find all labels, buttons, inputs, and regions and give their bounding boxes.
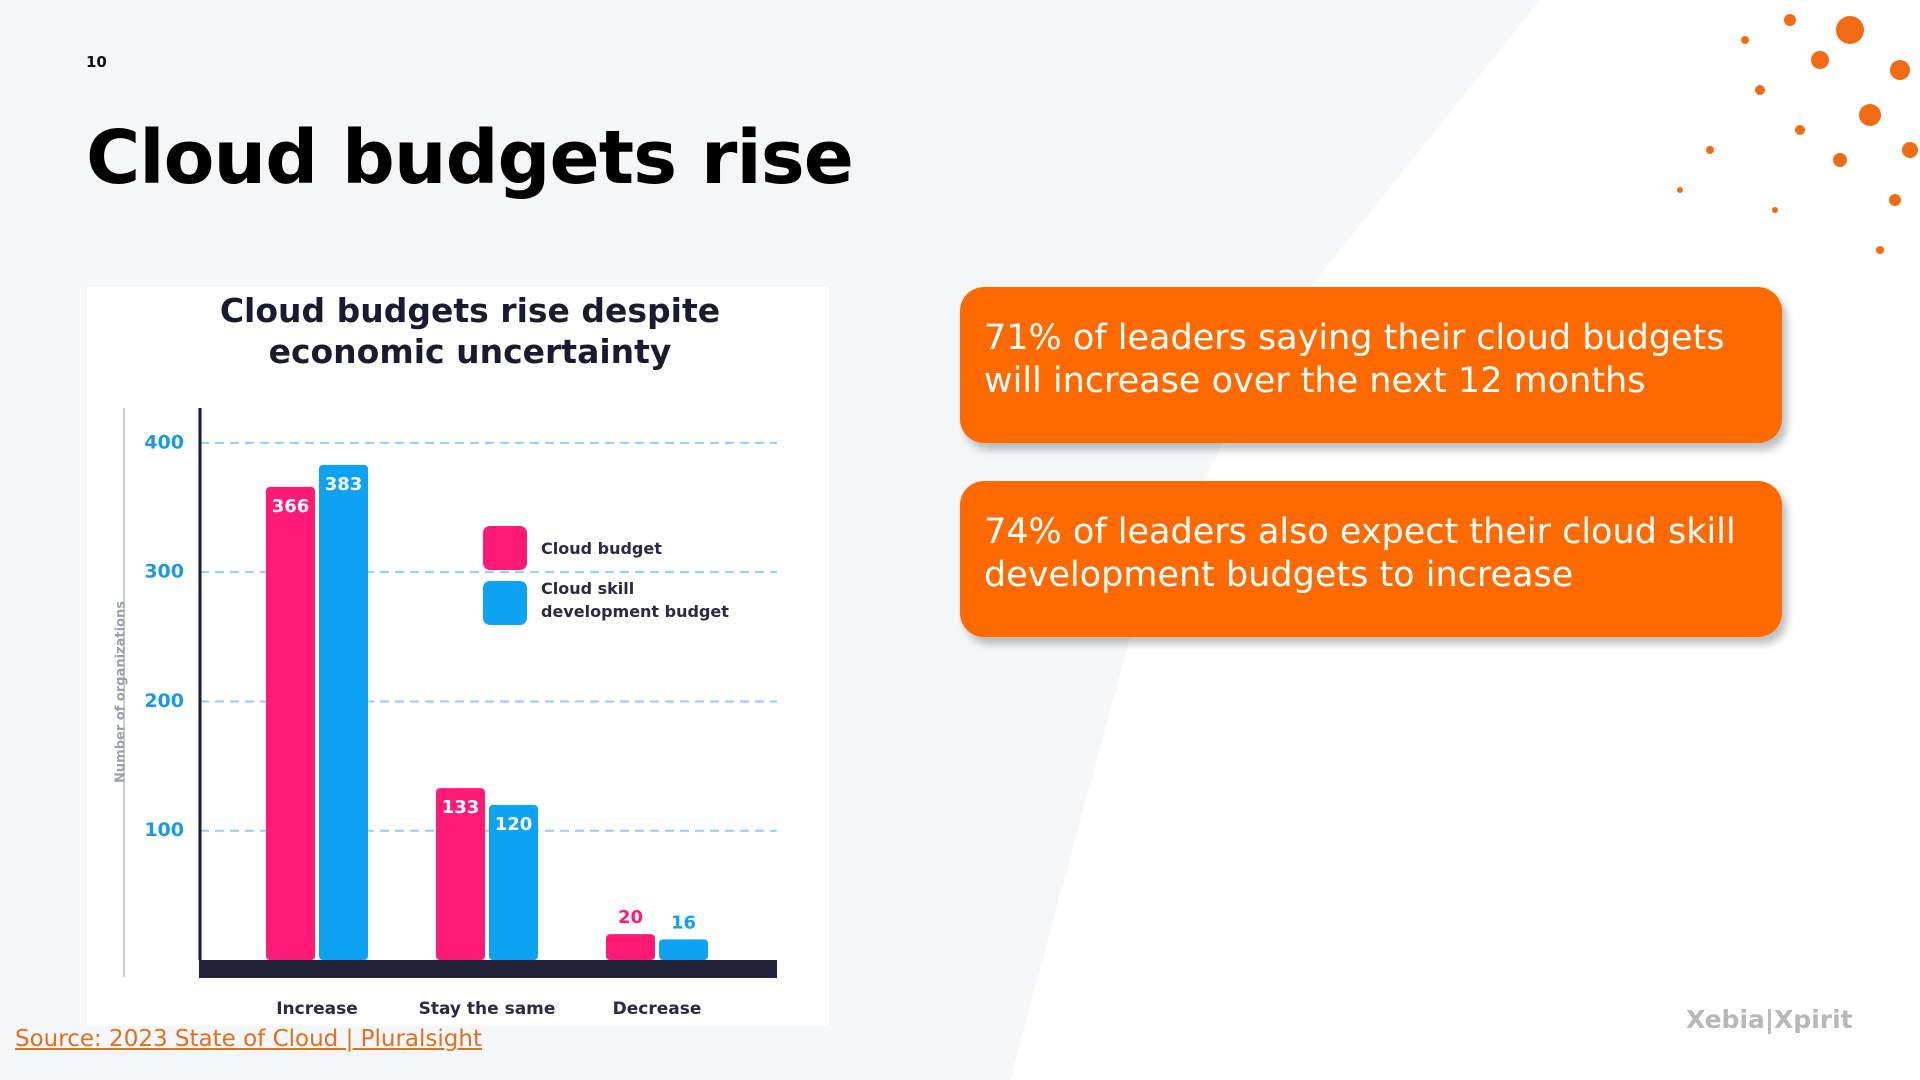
y-tick-label: 400: [144, 431, 184, 453]
slide-title: Cloud budgets rise: [86, 115, 854, 201]
value-label: 133: [442, 797, 480, 818]
page-number: 10: [86, 53, 107, 71]
value-label: 16: [671, 912, 696, 933]
bar: [319, 464, 368, 960]
y-axis-label: Number of organizations: [114, 601, 129, 783]
bar: [436, 788, 485, 960]
callout: 74% of leaders also expect their cloud s…: [960, 481, 1782, 637]
bar: [489, 804, 538, 960]
chart: Number of organizations 100 200 300 400 Incr…: [114, 408, 777, 1019]
x-tick-label: Decrease: [613, 999, 702, 1019]
baseline: [199, 960, 777, 978]
value-label: 383: [325, 474, 363, 495]
bar: [606, 934, 655, 960]
bar: [659, 939, 708, 960]
logo: Xebia|Xpirit: [1686, 1005, 1853, 1034]
chart-panel: Number of organizations 100 200 300 400 Incr…: [87, 287, 829, 1026]
x-tick-label: Increase: [276, 999, 358, 1019]
y-tick-label: 300: [144, 561, 184, 583]
y-tick-label: 100: [144, 819, 184, 841]
callout: 71% of leaders saying their cloud budget…: [960, 287, 1782, 443]
legend-label: Cloud skill development budget: [541, 579, 729, 621]
legend-label: Cloud budget: [541, 539, 662, 558]
x-tick-label: Stay the same: [419, 999, 556, 1019]
source-link[interactable]: Source: 2023 State of Cloud | Pluralsigh…: [15, 1026, 482, 1052]
legend-swatch: [483, 581, 527, 625]
bar: [266, 486, 315, 960]
legend-swatch: [483, 526, 527, 570]
chart-title: Cloud budgets rise despite economic unce…: [219, 291, 721, 371]
value-label: 120: [495, 814, 533, 835]
y-tick-label: 200: [144, 690, 184, 712]
value-label: 20: [618, 907, 643, 928]
value-label: 366: [272, 496, 310, 517]
